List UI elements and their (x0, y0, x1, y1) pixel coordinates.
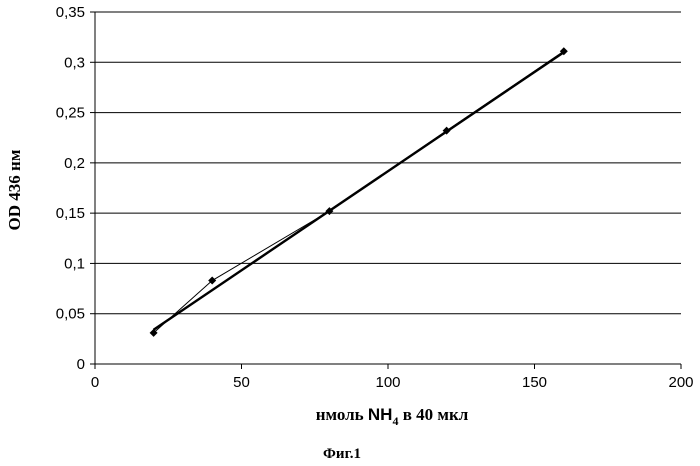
x-tick-label: 0 (91, 374, 99, 391)
y-tick-label: 0,2 (64, 155, 85, 172)
trendline (154, 52, 564, 330)
x-tick-label: 150 (522, 374, 547, 391)
y-tick-label: 0,25 (56, 105, 85, 122)
x-tick-label: 200 (668, 374, 693, 391)
y-axis-title: OD 436 нм (5, 149, 24, 230)
x-axis-title: нмоль NH4 в 40 мкл (316, 405, 469, 428)
y-tick-label: 0 (77, 356, 85, 373)
x-axis-title-formula: NH (368, 405, 393, 424)
x-axis-title-prefix: нмоль (316, 405, 368, 424)
y-tick-label: 0,1 (64, 255, 85, 272)
y-tick-label: 0,05 (56, 306, 85, 323)
x-axis-title-suffix: в 40 мкл (398, 405, 468, 424)
y-tick-label: 0,3 (64, 54, 85, 71)
x-tick-labels: 0 50 100 150 200 (91, 374, 694, 391)
y-tick-labels: 0 0,05 0,1 0,15 0,2 0,25 0,3 0,35 (56, 4, 85, 373)
y-tick-label: 0,35 (56, 4, 85, 21)
data-series (150, 47, 568, 337)
x-tick-label: 100 (375, 374, 400, 391)
figure-caption: Фиг.1 (323, 446, 361, 462)
x-tick-label: 50 (233, 374, 250, 391)
y-tick-label: 0,15 (56, 205, 85, 222)
grid-lines (90, 12, 681, 369)
